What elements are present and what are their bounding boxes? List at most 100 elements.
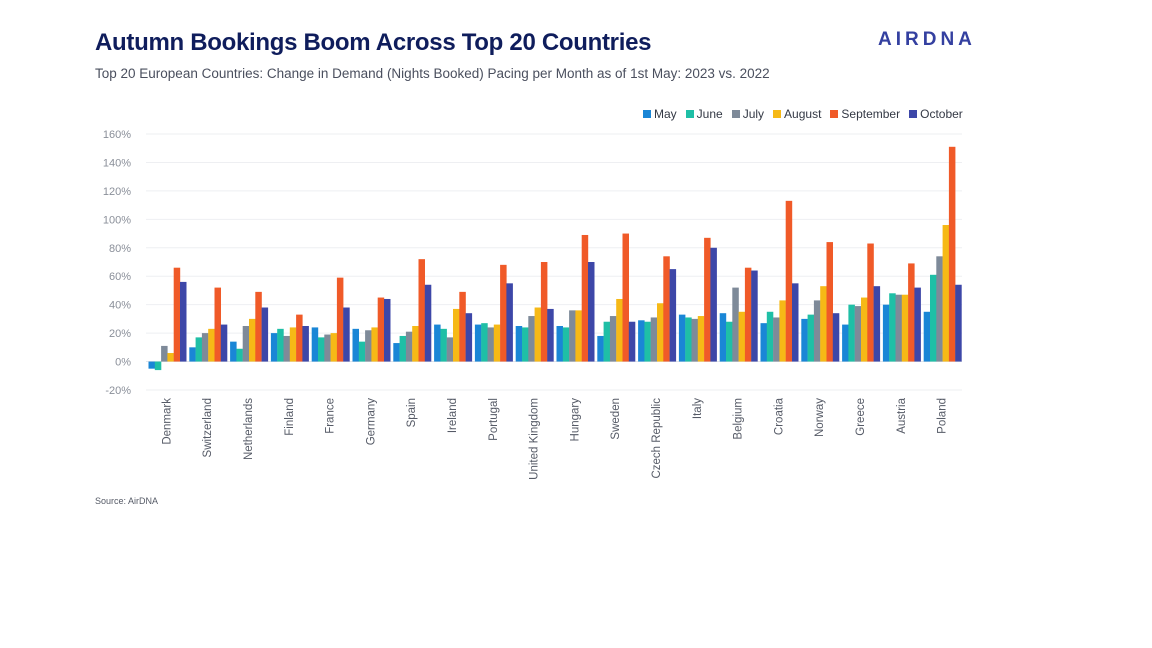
bar-august-united-kingdom	[534, 307, 542, 362]
bar-july-croatia	[773, 317, 780, 362]
legend-label: September	[841, 107, 901, 121]
bar-may-ireland	[434, 324, 441, 362]
bar-june-belgium	[726, 321, 733, 362]
y-tick-label: 40%	[109, 300, 131, 312]
bar-september-switzerland	[214, 287, 221, 362]
legend-item: July	[731, 107, 765, 121]
legend-swatch	[643, 110, 651, 118]
chart-legend: May June July August September October	[643, 107, 963, 121]
bar-june-croatia	[766, 311, 774, 362]
x-tick-label: France	[325, 398, 337, 434]
airdna-logo: AIRDNA	[878, 29, 976, 50]
x-tick-label: Ireland	[447, 398, 459, 433]
y-tick-label: 0%	[115, 357, 131, 369]
bar-august-hungary	[575, 310, 582, 362]
bar-october-norway	[832, 313, 840, 362]
legend-swatch	[909, 110, 918, 118]
bar-may-france	[311, 327, 319, 362]
bar-july-portugal	[487, 327, 494, 362]
bar-may-finland	[270, 333, 278, 362]
bar-july-czech-republic	[650, 317, 658, 362]
bar-july-norway	[813, 300, 821, 362]
x-tick-label: Denmark	[161, 398, 173, 445]
bar-september-ireland	[459, 291, 466, 362]
bar-july-denmark	[161, 345, 168, 362]
bar-june-spain	[399, 335, 407, 362]
chart-title: Autumn Bookings Boom Across Top 20 Count…	[95, 29, 652, 56]
bar-may-netherlands	[230, 341, 237, 362]
bar-july-ireland	[446, 337, 454, 362]
bar-may-italy	[678, 314, 686, 362]
bar-june-denmark	[154, 361, 162, 371]
bar-june-switzerland	[195, 337, 203, 362]
bar-june-hungary	[562, 327, 570, 362]
bar-may-norway	[801, 318, 808, 362]
bar-july-sweden	[609, 316, 617, 362]
x-tick-label: Finland	[284, 398, 296, 436]
bar-october-france	[343, 307, 350, 362]
x-tick-label: Italy	[692, 398, 704, 419]
bar-june-norway	[807, 314, 815, 362]
bar-may-portugal	[474, 324, 482, 362]
bar-may-spain	[393, 343, 400, 362]
bar-may-united-kingdom	[515, 326, 523, 362]
bar-october-netherlands	[261, 307, 269, 362]
bar-july-italy	[691, 318, 698, 362]
bar-july-poland	[936, 256, 943, 362]
x-tick-label: Hungary	[569, 398, 581, 442]
bar-may-poland	[923, 311, 931, 362]
bar-september-finland	[296, 314, 303, 362]
legend-label: July	[742, 107, 765, 121]
bar-july-austria	[895, 294, 902, 362]
bar-october-greece	[873, 286, 881, 362]
legend-swatch	[685, 110, 694, 118]
bar-october-denmark	[180, 281, 187, 362]
x-tick-label: Spain	[406, 398, 418, 427]
x-tick-label: Croatia	[773, 397, 785, 435]
y-tick-label: 140%	[103, 157, 131, 169]
bar-september-croatia	[785, 200, 793, 362]
x-tick-label: Switzerland	[202, 398, 214, 457]
bar-june-greece	[848, 304, 855, 362]
x-tick-label: United Kingdom	[529, 398, 541, 480]
bar-august-switzerland	[208, 328, 215, 362]
bar-october-switzerland	[220, 324, 228, 362]
legend-swatch	[731, 110, 740, 118]
bar-june-austria	[889, 293, 896, 362]
x-tick-label: Austria	[896, 397, 908, 433]
bar-october-spain	[424, 284, 432, 362]
bar-september-denmark	[173, 267, 181, 362]
bar-august-france	[330, 333, 338, 362]
bar-october-croatia	[792, 283, 799, 362]
bar-september-spain	[418, 259, 425, 362]
bar-september-portugal	[500, 264, 507, 362]
bar-may-belgium	[719, 313, 727, 362]
bar-august-greece	[861, 297, 868, 362]
bar-july-switzerland	[201, 333, 209, 362]
x-tick-label: Germany	[365, 398, 377, 446]
legend-item: September	[830, 107, 900, 121]
bar-august-finland	[289, 327, 297, 362]
bar-october-czech-republic	[669, 269, 677, 362]
bar-october-poland	[955, 284, 962, 362]
bar-august-norway	[820, 286, 827, 362]
x-tick-label: Poland	[937, 398, 949, 434]
bar-august-spain	[412, 326, 419, 362]
legend-item: June	[685, 107, 723, 121]
bar-august-croatia	[779, 300, 786, 362]
y-tick-label: 60%	[109, 271, 131, 283]
bar-september-belgium	[744, 267, 752, 362]
bar-may-greece	[842, 324, 849, 362]
legend-item: August	[773, 107, 821, 121]
bar-june-sweden	[603, 321, 611, 362]
bar-june-ireland	[440, 328, 447, 362]
bar-july-france	[324, 334, 331, 362]
bar-october-germany	[384, 298, 391, 362]
bar-june-portugal	[481, 323, 488, 362]
legend-item: May	[643, 107, 677, 121]
bar-july-united-kingdom	[528, 316, 535, 362]
bar-august-denmark	[167, 353, 174, 362]
bar-august-poland	[942, 225, 950, 362]
y-tick-label: 160%	[103, 129, 131, 141]
